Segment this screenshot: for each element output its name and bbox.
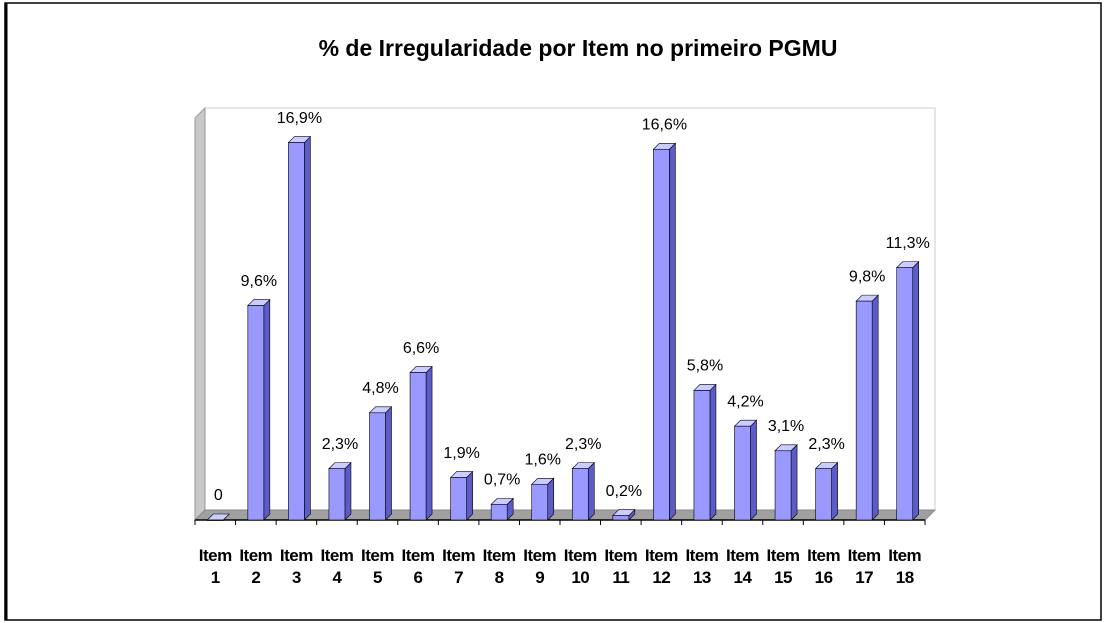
- x-tick-label: Item 8: [482, 546, 516, 587]
- value-label: 6,6%: [403, 340, 439, 357]
- value-label: 0: [214, 487, 223, 504]
- value-label: 5,8%: [687, 358, 723, 375]
- value-label: 16,6%: [642, 116, 687, 133]
- x-tick-label: Item 3: [279, 546, 313, 587]
- frame: [4, 2, 1102, 621]
- bar-side: [709, 383, 717, 521]
- bar: [612, 515, 630, 521]
- value-label: 9,8%: [849, 268, 885, 285]
- x-tick-label: Item 1: [198, 546, 232, 587]
- x-tick-label: Item 2: [239, 546, 273, 587]
- bar: [855, 300, 873, 521]
- x-tick-label: Item 18: [888, 546, 922, 587]
- x-tick-label: Item 9: [523, 546, 557, 587]
- value-label: 2,3%: [808, 436, 844, 453]
- bar: [571, 468, 589, 521]
- x-tick-label: Item 14: [726, 546, 759, 587]
- bar-side: [790, 444, 798, 521]
- value-label: 2,3%: [322, 436, 358, 453]
- bar-side: [547, 477, 555, 521]
- value-label: 1,6%: [524, 451, 560, 468]
- x-tick-label: Item 4: [320, 546, 354, 587]
- bar-side: [344, 461, 352, 521]
- bar-side: [831, 461, 838, 521]
- x-tick-label: Item 12: [644, 546, 678, 587]
- bar-side: [669, 142, 676, 521]
- bar-side: [385, 406, 392, 521]
- value-label: 4,2%: [727, 393, 763, 410]
- bar: [288, 142, 305, 521]
- bar: [815, 468, 832, 521]
- bar: [490, 504, 508, 521]
- bar: [450, 477, 467, 521]
- value-label: 3,1%: [768, 418, 804, 435]
- value-label: 0,7%: [484, 472, 520, 489]
- value-label: 0,2%: [606, 483, 642, 500]
- bar: [693, 390, 711, 521]
- value-label: 16,9%: [277, 110, 322, 127]
- back-wall: [205, 107, 936, 510]
- value-label: 4,8%: [362, 380, 398, 397]
- x-tick-label: Item 5: [361, 546, 394, 587]
- bar: [653, 148, 670, 521]
- bar: [774, 450, 792, 521]
- bar: [734, 425, 751, 521]
- value-label: 9,6%: [241, 273, 277, 290]
- value-label: 2,3%: [565, 436, 601, 453]
- bar-side: [263, 298, 271, 521]
- bar-side: [587, 461, 595, 521]
- bar: [328, 468, 346, 521]
- bar-side: [871, 294, 879, 521]
- bar-side: [750, 419, 757, 521]
- chart-title: % de Irregularidade por Item no primeiro…: [319, 35, 838, 61]
- x-tick-label: Item 10: [563, 546, 597, 587]
- bar: [409, 372, 427, 521]
- bar-side: [304, 135, 311, 521]
- x-tick-label: Item 7: [442, 546, 476, 587]
- bar: [896, 267, 914, 521]
- bar: [247, 305, 265, 521]
- bar: [369, 412, 386, 521]
- x-tick-label: Item 11: [604, 546, 638, 587]
- bar-side: [912, 260, 920, 521]
- x-tick-label: Item 13: [685, 546, 719, 587]
- x-tick-label: Item 15: [766, 546, 800, 587]
- x-tick-label: Item 17: [847, 546, 881, 587]
- side-wall: [194, 106, 206, 522]
- x-tick-label: Item 16: [807, 546, 841, 587]
- bar-side: [425, 365, 433, 521]
- x-tick-label: Item 6: [401, 546, 435, 587]
- value-label: 1,9%: [443, 445, 479, 462]
- value-label: 11,3%: [886, 235, 930, 252]
- bar: [531, 483, 549, 521]
- bar: [206, 519, 224, 521]
- bar-side: [466, 470, 473, 521]
